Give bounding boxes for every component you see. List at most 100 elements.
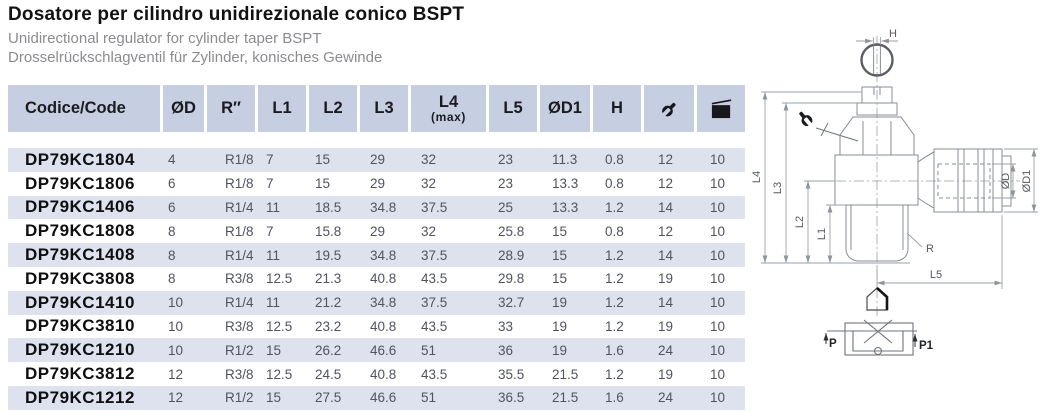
- value-cell: 12.5: [266, 271, 293, 287]
- value-cell: R1/4: [225, 247, 254, 263]
- value-cell: 25.8: [498, 223, 525, 239]
- value-cell: 4: [168, 152, 176, 168]
- code-cell: DP79KC1406: [25, 197, 135, 217]
- value-cell: R1/4: [225, 199, 254, 215]
- package-icon: [711, 99, 731, 119]
- value-cell: 18.5: [315, 199, 342, 215]
- value-cell: 15: [266, 390, 282, 406]
- table-row: DP79KC1408 8 R1/4 11 19.5 34.8 37.5 28.9 15 1.2 14…: [8, 243, 745, 267]
- wrench-callout: [795, 108, 859, 142]
- value-cell: R1/4: [225, 295, 254, 311]
- value-cell: 15: [552, 247, 568, 263]
- technical-drawing: H ØD ØD1: [751, 28, 1038, 356]
- value-cell: 40.8: [370, 366, 397, 382]
- value-cell: 25: [498, 199, 514, 215]
- value-cell: 0.8: [605, 176, 624, 192]
- value-cell: 27.5: [315, 390, 342, 406]
- code-cell: DP79KC1408: [25, 245, 135, 265]
- value-cell: R3/8: [225, 366, 254, 382]
- value-cell: R1/8: [225, 152, 254, 168]
- value-cell: 35.5: [498, 366, 525, 382]
- value-cell: 11: [266, 247, 281, 263]
- value-cell: R1/2: [225, 342, 254, 358]
- value-cell: 8: [168, 271, 176, 287]
- column-header-l3: L3: [360, 85, 408, 132]
- value-cell: 10: [710, 247, 726, 263]
- dim-label-l5: L5: [930, 269, 942, 281]
- direction-symbol: [866, 287, 889, 311]
- table-body: DP79KC1804 4 R1/8 7 15 29 32 23 11.3 0.8 12 10 DP79K…: [8, 148, 745, 410]
- value-cell: 29.8: [498, 271, 525, 287]
- table-row: DP79KC3808 8 R3/8 12.5 21.3 40.8 43.5 29.8 15 1.2…: [8, 267, 745, 291]
- dim-label-l4: L4: [751, 171, 763, 183]
- value-cell: 29: [370, 176, 386, 192]
- l4-max-label: (max): [430, 109, 466, 124]
- table-row: DP79KC3810 10 R3/8 12.5 23.2 40.8 43.5 33 19 1.2 1…: [8, 315, 745, 339]
- value-cell: 11: [266, 199, 281, 215]
- value-cell: 32: [421, 176, 437, 192]
- value-cell: 1.2: [605, 295, 624, 311]
- table-header: Codice/Code ØD R″ L1 L2 L3 L4 (max) L5 Ø…: [8, 85, 745, 132]
- value-cell: 34.8: [370, 295, 397, 311]
- value-cell: 10: [168, 295, 184, 311]
- table-row: DP79KC1808 8 R1/8 7 15.8 29 32 25.8 15 0.8 12 10: [8, 219, 745, 243]
- column-header-packaging: [697, 85, 745, 132]
- dim-label-od: ØD: [1000, 173, 1012, 190]
- value-cell: 36: [498, 342, 514, 358]
- code-cell: DP79KC1804: [25, 149, 135, 169]
- value-cell: 19: [552, 318, 568, 334]
- value-cell: 21.2: [315, 295, 342, 311]
- dim-label-l2: L2: [794, 216, 806, 228]
- value-cell: 24: [658, 390, 674, 406]
- table-row: DP79KC1806 6 R1/8 7 15 29 32 23 13.3 0.8 12 10: [8, 172, 745, 196]
- value-cell: 15: [266, 342, 282, 358]
- code-cell: DP79KC1410: [25, 292, 135, 312]
- column-header-l2: L2: [309, 85, 357, 132]
- value-cell: 14: [658, 199, 674, 215]
- value-cell: 10: [710, 176, 726, 192]
- value-cell: 12.5: [266, 318, 293, 334]
- value-cell: R3/8: [225, 318, 254, 334]
- code-cell: DP79KC3812: [25, 364, 135, 384]
- value-cell: 19: [552, 342, 568, 358]
- value-cell: 14: [658, 247, 674, 263]
- value-cell: 1.2: [605, 247, 624, 263]
- column-header-l5: L5: [489, 85, 537, 132]
- value-cell: 29: [370, 152, 386, 168]
- value-cell: 7: [266, 176, 274, 192]
- value-cell: 10: [710, 342, 726, 358]
- dim-label-h: H: [889, 28, 897, 40]
- value-cell: 10: [168, 318, 184, 334]
- table-row: DP79KC1212 12 R1/2 15 27.5 46.6 51 36.5 21.5 1.6 2…: [8, 385, 745, 410]
- value-cell: 34.8: [370, 199, 397, 215]
- code-cell: DP79KC1210: [25, 340, 135, 360]
- value-cell: 7: [266, 152, 274, 168]
- value-cell: 1.2: [605, 199, 624, 215]
- value-cell: 15: [315, 176, 331, 192]
- value-cell: 12.5: [266, 366, 293, 382]
- value-cell: 29: [370, 223, 386, 239]
- value-cell: 10: [710, 390, 726, 406]
- value-cell: 32: [421, 152, 437, 168]
- table-row: DP79KC1410 10 R1/4 11 21.2 34.8 37.5 32.7 19 1.2 1…: [8, 290, 745, 315]
- value-cell: 43.5: [421, 366, 448, 382]
- value-cell: R1/8: [225, 176, 254, 192]
- table-row: DP79KC1406 6 R1/4 11 18.5 34.8 37.5 25 13.3 1.2 14…: [8, 195, 745, 220]
- dim-label-r: R: [926, 243, 934, 255]
- table-row: DP79KC3812 12 R3/8 12.5 24.5 40.8 43.5 35.5 21.5…: [8, 362, 745, 386]
- value-cell: 1.6: [605, 390, 624, 406]
- value-cell: 1.2: [605, 271, 624, 287]
- subtitle-german: Drosselrückschlagventil für Zylinder, ko…: [8, 49, 383, 66]
- value-cell: 12: [658, 152, 674, 168]
- value-cell: 1.2: [605, 318, 624, 334]
- fitting-top-view: H: [856, 28, 898, 77]
- value-cell: 46.6: [370, 390, 397, 406]
- value-cell: 0.8: [605, 152, 624, 168]
- value-cell: 32: [421, 223, 437, 239]
- code-cell: DP79KC3810: [25, 316, 135, 336]
- value-cell: 10: [710, 199, 726, 215]
- value-cell: 21.3: [315, 271, 342, 287]
- value-cell: 13.3: [552, 176, 579, 192]
- value-cell: 10: [710, 318, 726, 334]
- column-header-thread: R″: [207, 85, 255, 132]
